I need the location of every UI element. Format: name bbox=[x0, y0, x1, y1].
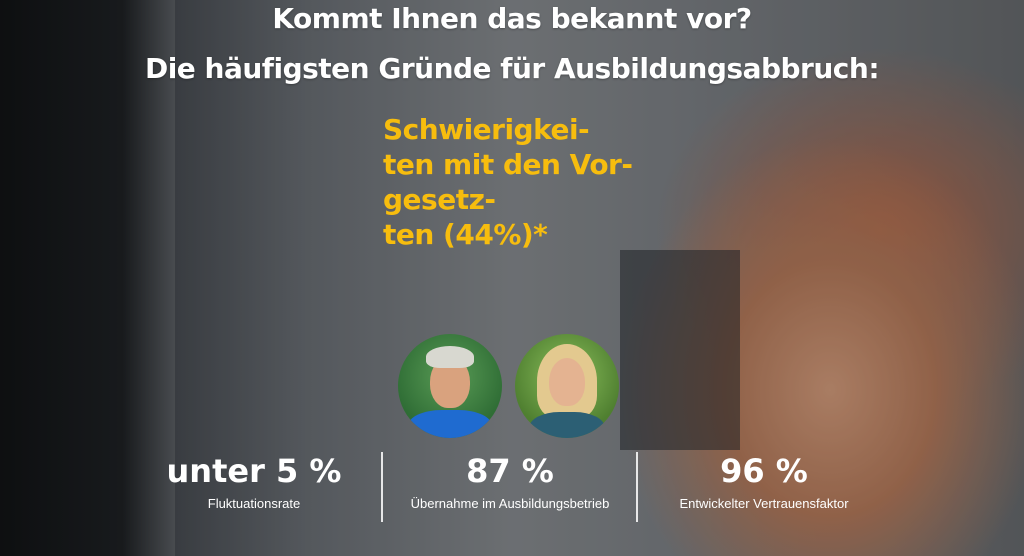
stat-fluktuation: unter 5 % Fluktuationsrate bbox=[134, 452, 374, 511]
avatar-woman bbox=[515, 334, 619, 438]
avatar-shirt bbox=[529, 412, 605, 438]
stat-value: unter 5 % bbox=[166, 452, 342, 490]
background-shelf bbox=[620, 250, 740, 450]
reason-line: Schwierigkei- bbox=[383, 113, 590, 146]
reason-line: ten (44%)* bbox=[383, 218, 548, 251]
reason-text: Schwierigkei- ten mit den Vor- gesetz- t… bbox=[383, 112, 653, 252]
stat-value: 96 % bbox=[720, 452, 808, 490]
reason-line: gesetz- bbox=[383, 183, 496, 216]
headline-question: Kommt Ihnen das bekannt vor? bbox=[272, 2, 752, 35]
avatar-hair bbox=[426, 346, 474, 368]
stat-vertrauen: 96 % Entwickelter Vertrauensfaktor bbox=[644, 452, 884, 511]
monitor-edge bbox=[0, 0, 175, 556]
stat-uebernahme: 87 % Übernahme im Ausbildungsbetrieb bbox=[390, 452, 630, 511]
stat-label: Übernahme im Ausbildungsbetrieb bbox=[410, 496, 610, 511]
avatar-shirt bbox=[408, 410, 492, 438]
avatar-man bbox=[398, 334, 502, 438]
stat-label: Fluktuationsrate bbox=[207, 496, 301, 511]
reason-line: ten mit den Vor- bbox=[383, 148, 633, 181]
stat-label: Entwickelter Vertrauensfaktor bbox=[679, 496, 849, 511]
stat-divider bbox=[381, 452, 383, 522]
avatar-face bbox=[549, 358, 585, 406]
stat-divider bbox=[636, 452, 638, 522]
stat-value: 87 % bbox=[466, 452, 554, 490]
headline-subtitle: Die häufigsten Gründe für Ausbildungsabb… bbox=[144, 52, 880, 85]
